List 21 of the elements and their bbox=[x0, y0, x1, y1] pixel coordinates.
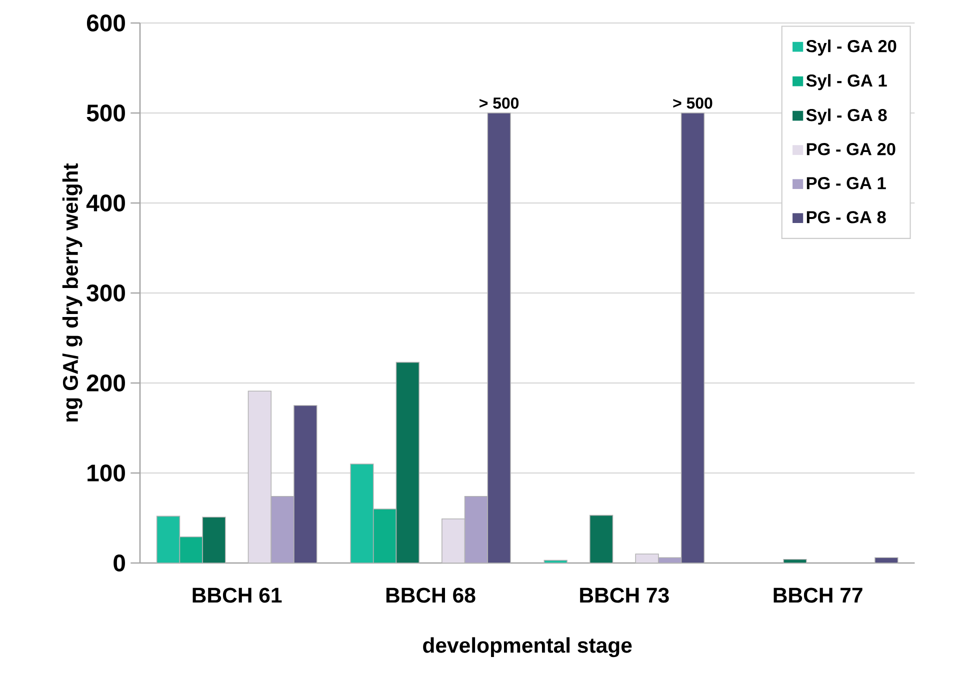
legend-label: PG - GA 20 bbox=[806, 143, 896, 156]
y-tick-label: 500 bbox=[86, 104, 125, 122]
y-tick-label: 100 bbox=[88, 464, 125, 482]
annotation: > 500 bbox=[480, 97, 519, 109]
y-tick-label: 600 bbox=[86, 14, 125, 32]
x-tick-label: BBCH 77 bbox=[774, 588, 862, 603]
annotation: > 500 bbox=[673, 97, 712, 109]
y-axis-title: ng GA/ g dry berry weight bbox=[62, 163, 82, 422]
x-tick-label: BBCH 68 bbox=[386, 588, 476, 603]
y-tick-label: 200 bbox=[86, 374, 125, 392]
y-tick-label: 300 bbox=[86, 284, 125, 302]
legend-label: Syl - GA 8 bbox=[806, 108, 887, 125]
legend-label: Syl - GA 1 bbox=[806, 74, 887, 90]
x-axis-title: developmental stage bbox=[423, 637, 632, 658]
legend-label: Syl - GA 20 bbox=[806, 40, 896, 56]
legend-label: PG - GA 8 bbox=[806, 211, 886, 224]
y-tick-label: 400 bbox=[86, 194, 125, 212]
x-tick-label: BBCH 73 bbox=[580, 588, 669, 603]
legend-label: PG - GA 1 bbox=[806, 177, 886, 190]
y-tick-label: 0 bbox=[114, 554, 125, 572]
x-tick-label: BBCH 61 bbox=[192, 588, 282, 603]
